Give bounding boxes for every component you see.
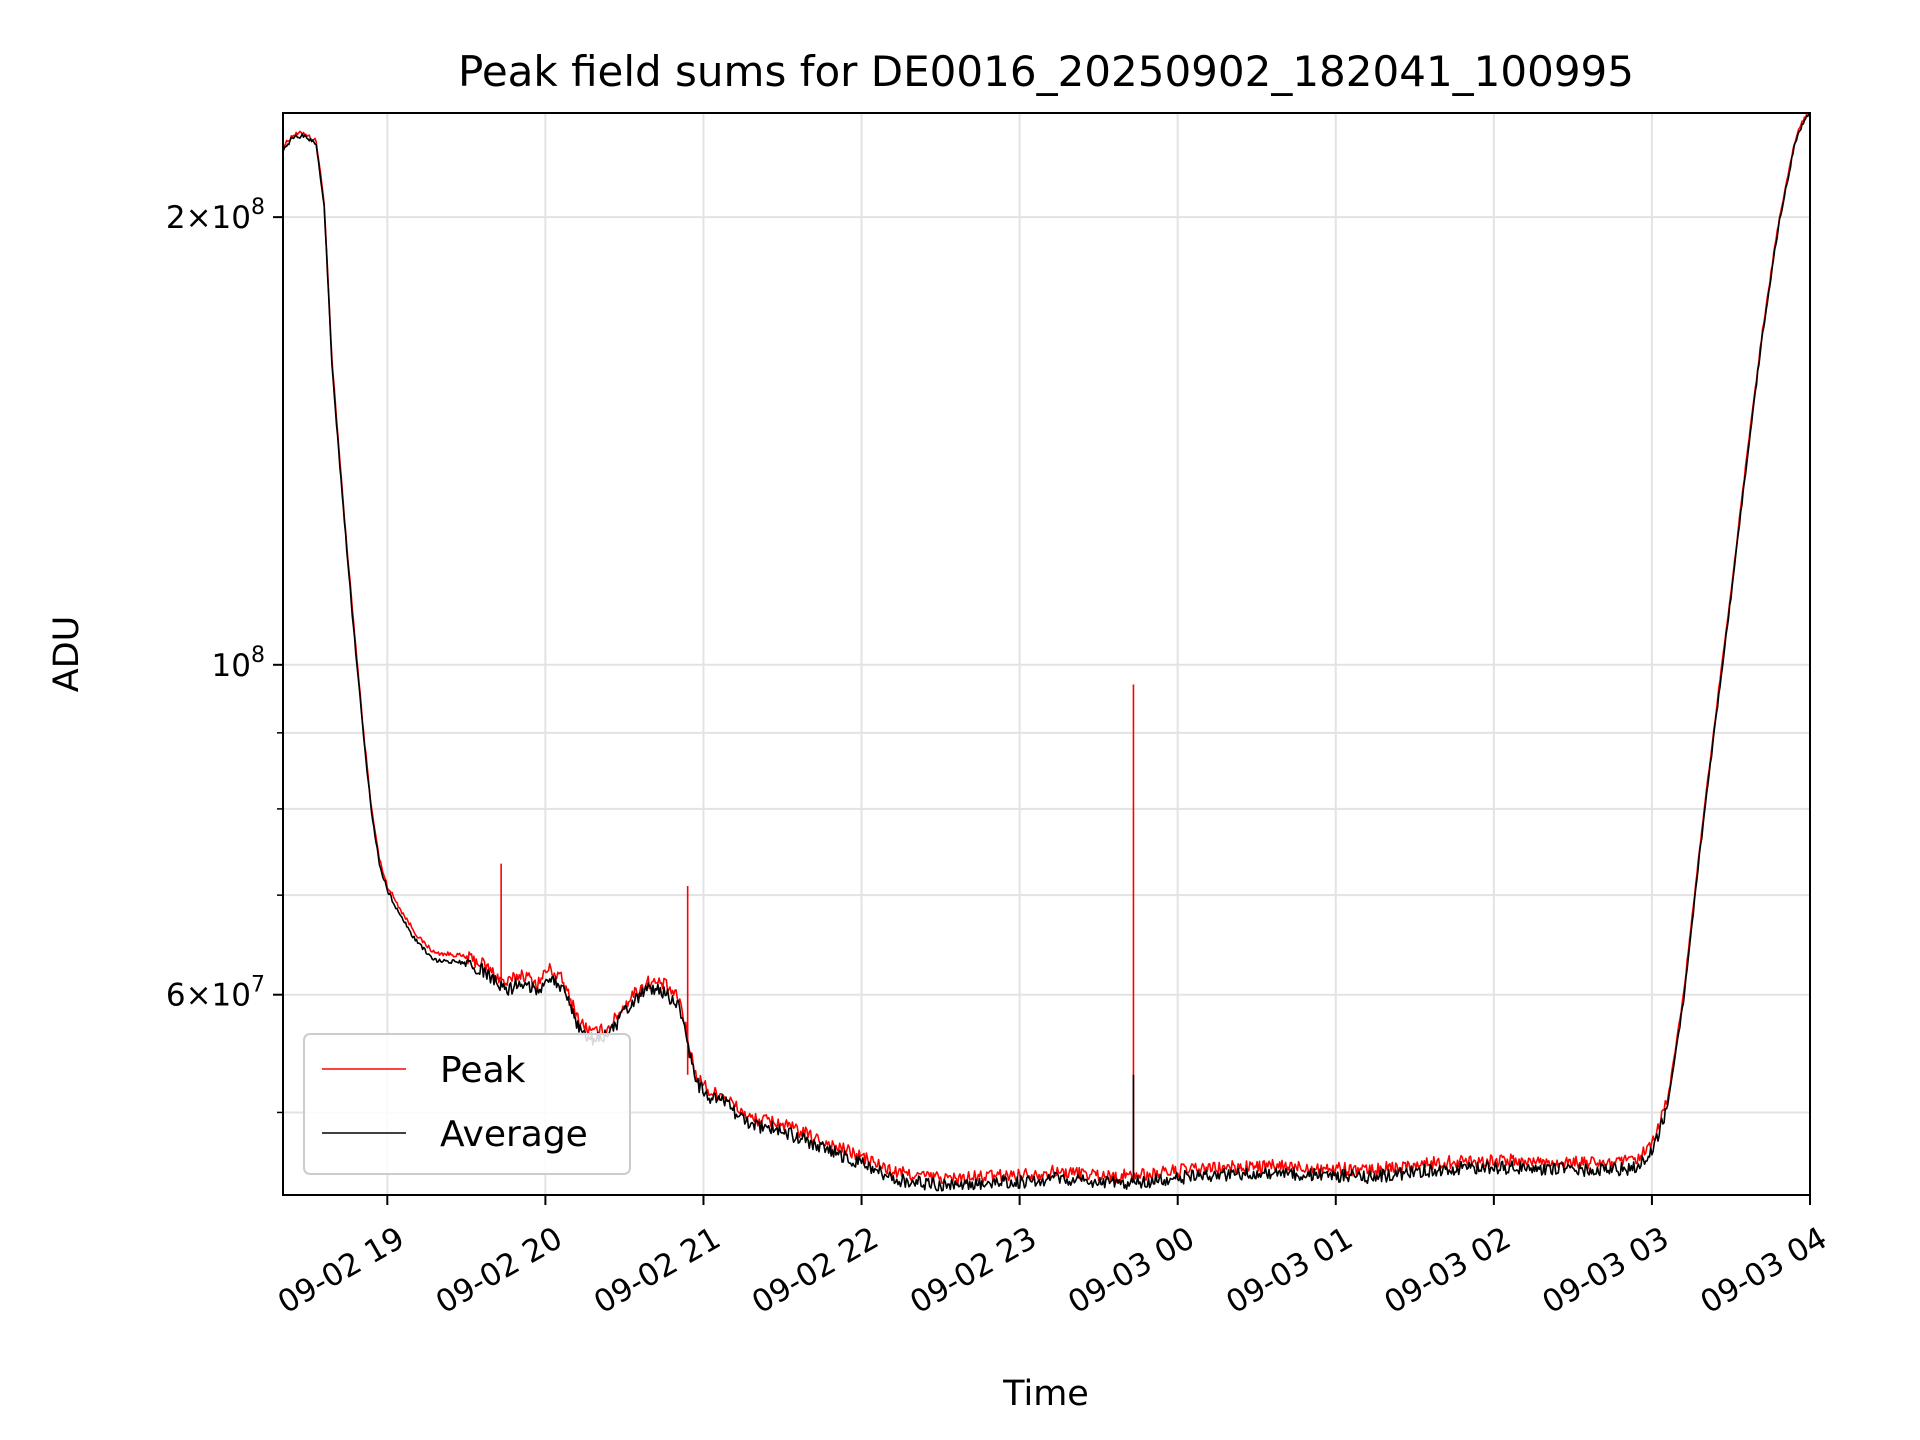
- legend-label-average: Average: [440, 1114, 588, 1155]
- y-axis-label: ADU: [47, 616, 87, 693]
- chart-title: Peak field sums for DE0016_20250902_1820…: [458, 47, 1634, 96]
- y-axis: 6×107 108 2×108: [166, 195, 283, 1114]
- x-axis-label: Time: [1002, 1374, 1089, 1414]
- axes-frame: [282, 112, 1811, 1196]
- grid-layer: [283, 113, 1811, 1195]
- plot-area: [283, 113, 1810, 1192]
- y-tick-label: 108: [212, 643, 265, 684]
- y-tick-label: 2×108: [166, 195, 265, 236]
- legend: Peak Average: [303, 1033, 631, 1175]
- series-line-average: [283, 113, 1810, 1192]
- y-tick-label: 6×107: [166, 973, 265, 1014]
- legend-label-peak: Peak: [440, 1050, 526, 1091]
- series-layer: [283, 113, 1810, 1192]
